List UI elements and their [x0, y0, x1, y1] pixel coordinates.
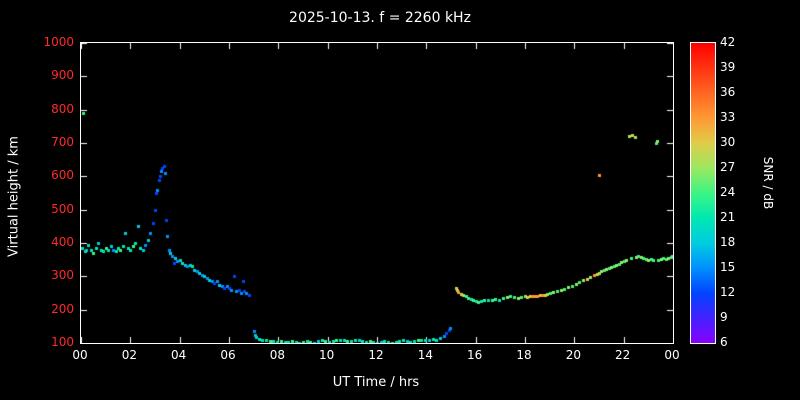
x-tick-label: 20: [565, 348, 581, 362]
x-tick-label: 16: [467, 348, 483, 362]
y-tick-label: 200: [51, 301, 74, 316]
colorbar-tick-label: 21: [720, 210, 736, 224]
colorbar-tick-label: 9: [720, 310, 728, 324]
x-tick-label: 10: [319, 348, 335, 362]
colorbar-tick-label: 33: [720, 110, 736, 124]
x-tick-label: 14: [417, 348, 433, 362]
chart-title: 2025-10-13. f = 2260 kHz: [289, 10, 471, 26]
colorbar-tick-label: 18: [720, 235, 736, 249]
x-tick-label: 00: [664, 348, 680, 362]
colorbar-tick-label: 12: [720, 285, 736, 299]
y-tick-label: 500: [51, 201, 74, 216]
colorbar-tick-label: 24: [720, 185, 736, 199]
colorbar-tick-label: 30: [720, 135, 736, 149]
x-tick-label: 04: [171, 348, 187, 362]
colorbar-tick-label: 36: [720, 85, 736, 99]
x-tick-label: 02: [121, 348, 137, 362]
scatter-canvas: [81, 43, 673, 343]
x-tick-label: 22: [615, 348, 631, 362]
colorbar-tick-label: 39: [720, 60, 736, 74]
y-tick-label: 900: [51, 68, 74, 83]
colorbar-tick-label: 6: [720, 335, 728, 349]
colorbar-tick-label: 42: [720, 35, 736, 49]
y-tick-label: 400: [51, 235, 74, 249]
colorbar: [690, 42, 716, 344]
y-axis-label: Virtual height / km: [6, 136, 22, 257]
colorbar-tick-label: 15: [720, 260, 736, 274]
x-tick-label: 06: [220, 348, 236, 362]
y-tick-label: 1000: [43, 35, 74, 49]
x-axis-label: UT Time / hrs: [332, 375, 420, 390]
y-tick-label: 300: [51, 268, 74, 283]
y-tick-label: 800: [51, 101, 74, 116]
x-tick-label: 12: [368, 348, 384, 362]
y-tick-label: 100: [51, 335, 74, 349]
colorbar-tick-label: 27: [720, 160, 736, 174]
colorbar-label: SNR / dB: [761, 156, 776, 210]
y-tick-label: 700: [51, 135, 74, 149]
x-tick-label: 08: [269, 348, 285, 362]
y-tick-label: 600: [51, 168, 74, 183]
x-tick-label: 18: [516, 348, 532, 362]
x-tick-label: 00: [72, 348, 88, 362]
plot-area: [80, 42, 674, 344]
